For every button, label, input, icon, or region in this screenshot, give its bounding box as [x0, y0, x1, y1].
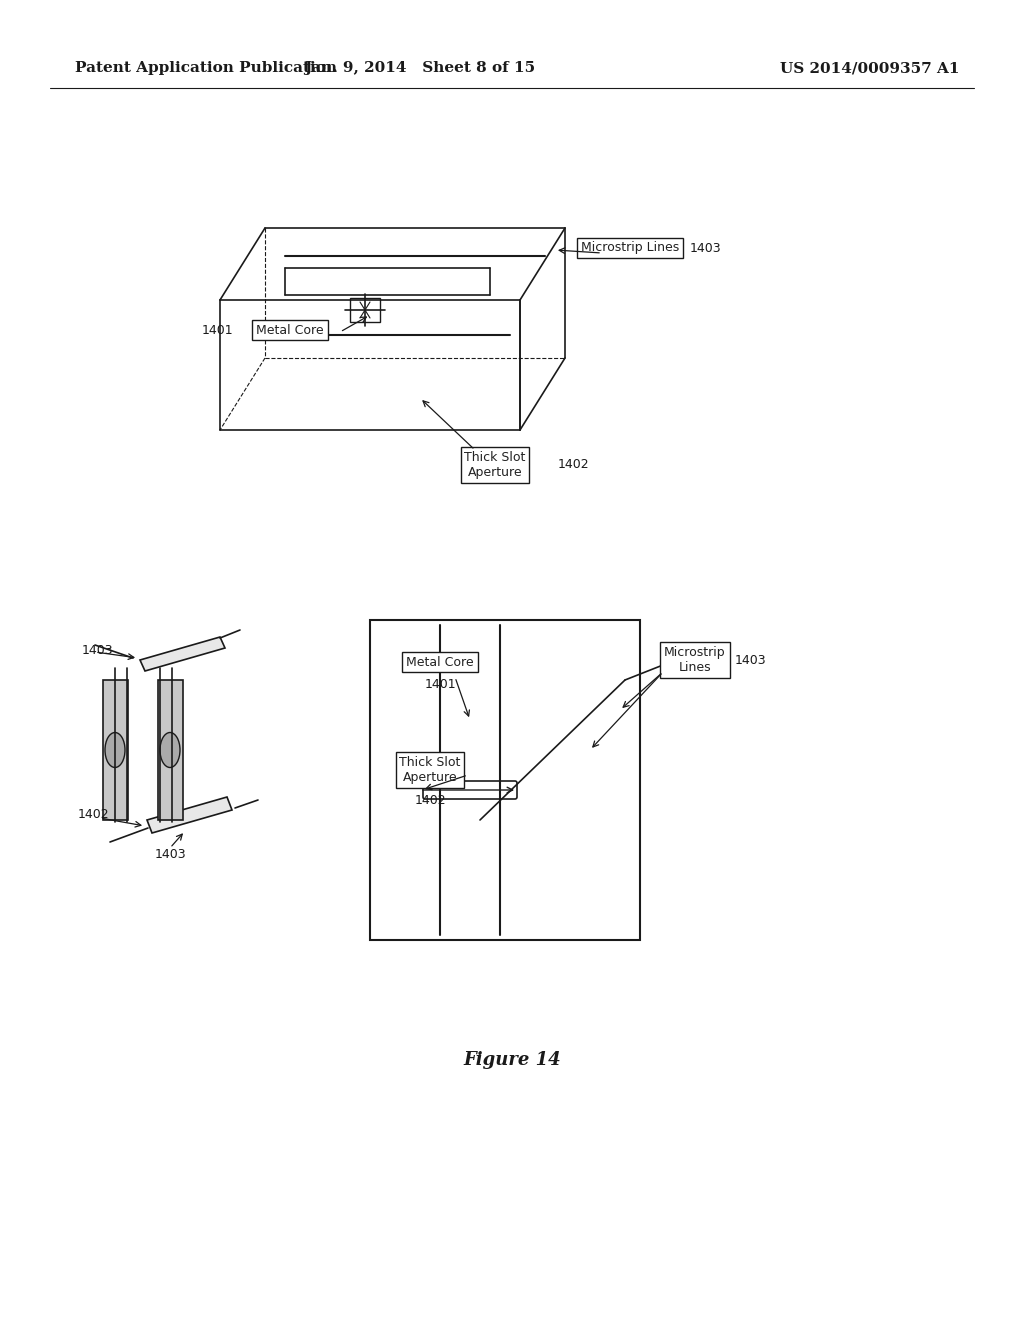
- Text: Microstrip
Lines: Microstrip Lines: [665, 645, 726, 675]
- Polygon shape: [158, 680, 183, 820]
- Text: 1403: 1403: [690, 242, 722, 255]
- Text: Jan. 9, 2014   Sheet 8 of 15: Jan. 9, 2014 Sheet 8 of 15: [304, 61, 536, 75]
- Text: Thick Slot
Aperture: Thick Slot Aperture: [464, 451, 525, 479]
- Bar: [370, 620, 640, 940]
- Text: 1401: 1401: [202, 323, 233, 337]
- Text: Microstrip Lines: Microstrip Lines: [581, 242, 679, 255]
- Text: Thick Slot
Aperture: Thick Slot Aperture: [399, 756, 461, 784]
- Text: US 2014/0009357 A1: US 2014/0009357 A1: [780, 61, 959, 75]
- Ellipse shape: [160, 733, 180, 767]
- Text: 1402: 1402: [558, 458, 590, 471]
- Text: Metal Core: Metal Core: [407, 656, 474, 668]
- Text: Patent Application Publication: Patent Application Publication: [75, 61, 337, 75]
- Polygon shape: [147, 797, 232, 833]
- Text: 1403: 1403: [82, 644, 114, 656]
- Text: 1402: 1402: [414, 793, 445, 807]
- Ellipse shape: [105, 733, 125, 767]
- Text: 1402: 1402: [78, 808, 110, 821]
- Text: 1403: 1403: [155, 849, 185, 862]
- Text: 1403: 1403: [735, 653, 767, 667]
- Polygon shape: [103, 680, 128, 820]
- Text: Figure 14: Figure 14: [463, 1051, 561, 1069]
- Bar: [350, 298, 380, 322]
- FancyBboxPatch shape: [423, 781, 517, 799]
- Polygon shape: [140, 638, 225, 671]
- Text: Metal Core: Metal Core: [256, 323, 324, 337]
- Text: 1401: 1401: [424, 678, 456, 692]
